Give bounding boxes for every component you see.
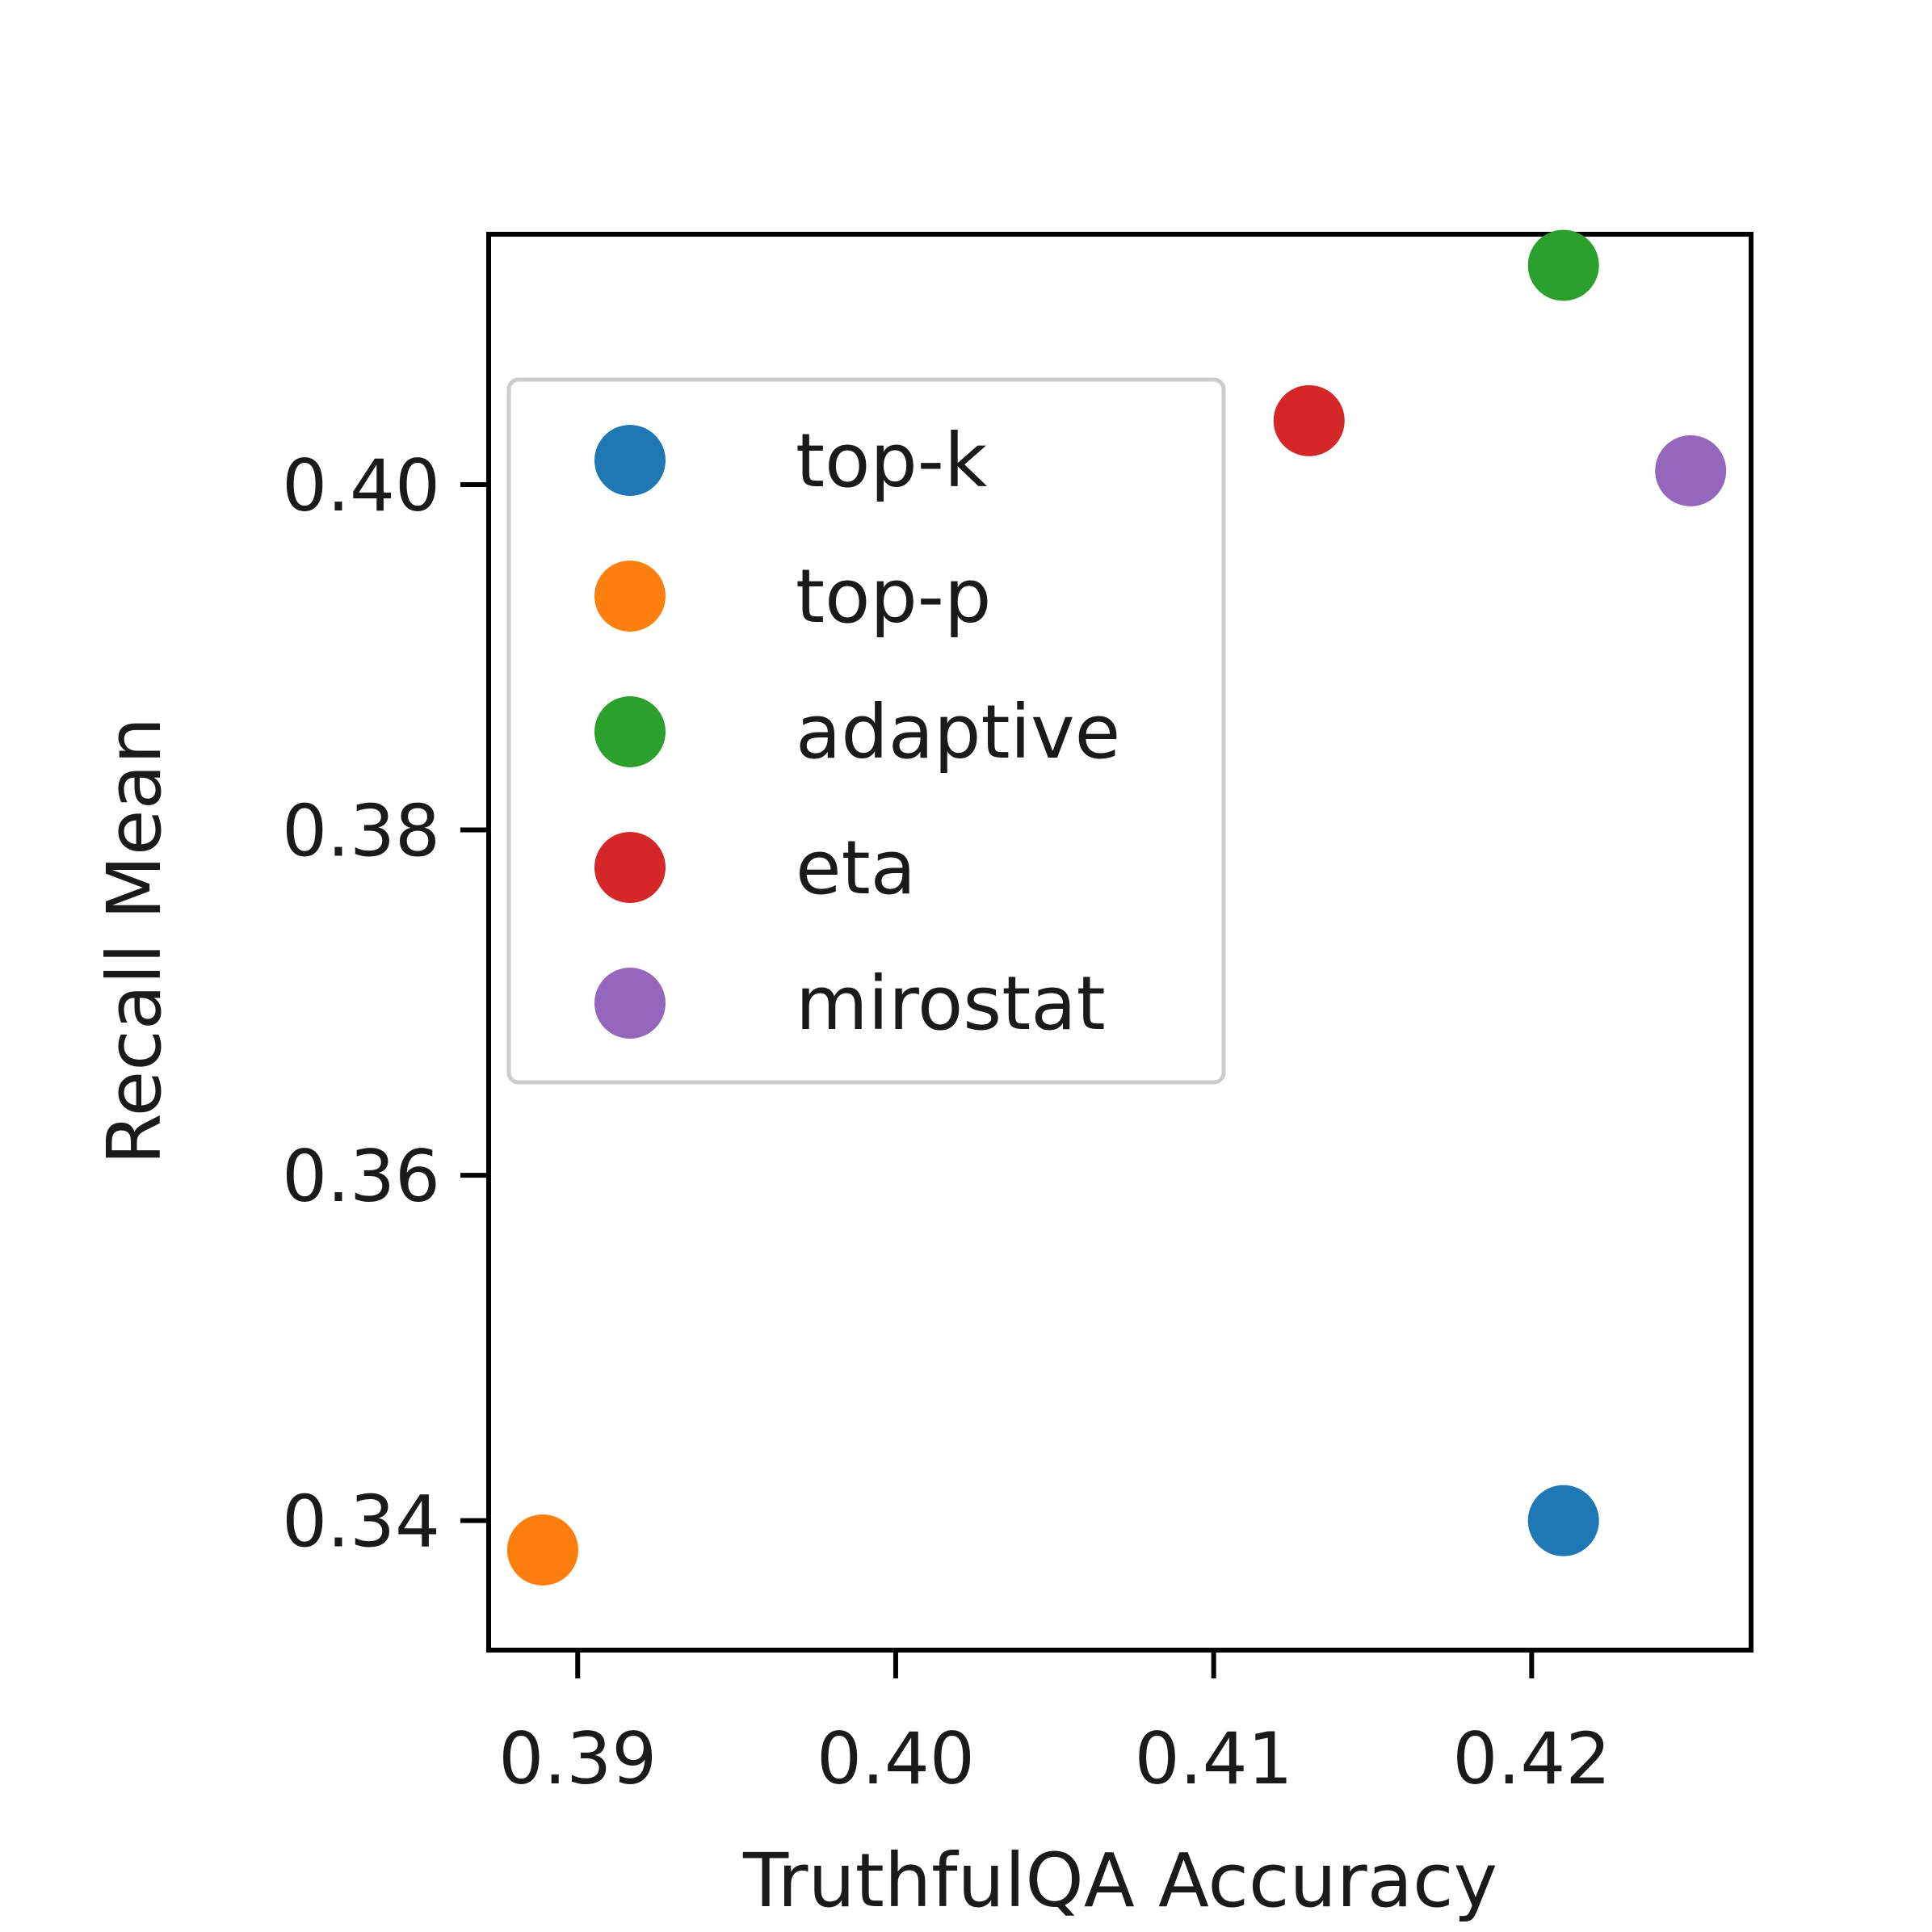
y-axis-label: Recall Mean — [91, 717, 178, 1165]
legend-marker-adaptive — [594, 696, 666, 767]
point-top-p — [506, 1514, 578, 1586]
point-adaptive — [1527, 229, 1599, 301]
y-tick-label: 0.34 — [282, 1480, 440, 1564]
legend-marker-eta — [594, 832, 666, 903]
x-axis-label: TruthfulQA Accuracy — [742, 1838, 1497, 1924]
legend: top-k top-p adaptive eta mirostat — [506, 377, 1226, 1085]
legend-label-top-p: top-p — [796, 553, 991, 640]
point-top-k — [1527, 1485, 1599, 1556]
legend-label-mirostat: mirostat — [796, 960, 1106, 1047]
x-tick-label: 0.39 — [498, 1717, 657, 1800]
data-points — [506, 229, 1727, 1586]
legend-box — [506, 377, 1226, 1085]
legend-marker-top-p — [594, 561, 666, 632]
x-tick-label: 0.40 — [817, 1717, 975, 1800]
legend-marker-mirostat — [594, 968, 666, 1039]
y-tick-label: 0.36 — [282, 1135, 440, 1218]
legend-marker-top-k — [594, 425, 666, 496]
legend-label-eta: eta — [796, 825, 916, 911]
point-mirostat — [1655, 435, 1727, 506]
y-tick-label: 0.40 — [282, 444, 440, 527]
y-tick-label: 0.38 — [282, 790, 440, 873]
x-axis-ticks: 0.39 0.40 0.41 0.42 — [498, 1650, 1611, 1800]
y-axis-ticks: 0.34 0.36 0.38 0.40 — [282, 444, 489, 1564]
legend-label-top-k: top-k — [796, 418, 988, 504]
legend-label-adaptive: adaptive — [796, 689, 1120, 775]
point-eta — [1273, 384, 1345, 456]
x-tick-label: 0.41 — [1135, 1717, 1293, 1800]
x-tick-label: 0.42 — [1452, 1717, 1611, 1800]
